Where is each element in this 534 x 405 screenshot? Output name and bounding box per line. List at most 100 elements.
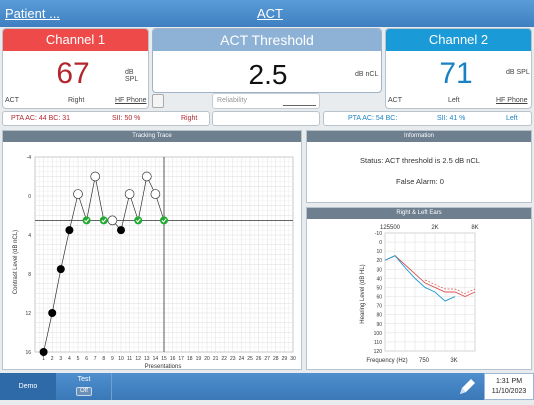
- channel2-unit: dB SPL: [506, 69, 530, 76]
- audiogram-y-tick: 30: [376, 267, 382, 273]
- patient-link[interactable]: Patient ...: [5, 6, 60, 21]
- test-label: Test: [77, 376, 91, 383]
- tracking-panel: Tracking Trace Contrast Level (dB nCL) P…: [2, 130, 302, 370]
- audiogram-y-tick: 110: [374, 340, 382, 346]
- information-status: Status: ACT threshold is 2.5 dB nCL: [360, 156, 480, 165]
- check-icon: [84, 218, 90, 223]
- tracking-x-tick: 3: [59, 356, 62, 362]
- channel2-transducer[interactable]: HF Phone: [496, 97, 528, 104]
- tracking-x-tick: 18: [187, 356, 193, 362]
- demo-button[interactable]: Demo: [0, 373, 56, 400]
- audiogram-x-top: 8K: [471, 225, 478, 231]
- channel2-value: 71: [439, 57, 473, 90]
- tracking-x-tick: 10: [118, 356, 124, 362]
- tracking-x-tick: 25: [247, 356, 253, 362]
- check-icon: [101, 218, 107, 223]
- trace-segment: [51, 269, 62, 314]
- channel1-transducer[interactable]: HF Phone: [115, 97, 147, 104]
- trace-point-open: [141, 171, 152, 182]
- audiogram-series-left: [384, 255, 456, 302]
- trace-point-filled: [39, 348, 48, 356]
- tracking-x-tick: 4: [68, 356, 71, 362]
- channel2-ear: Left: [448, 97, 460, 104]
- audiogram-y-tick: 40: [376, 276, 382, 282]
- tracking-x-tick: 19: [196, 356, 202, 362]
- audiogram-chart: Hearing Level (dB HL) Frequency (Hz) 750…: [360, 225, 479, 364]
- reliability-row: [212, 111, 320, 126]
- audiogram-y-tick: 20: [376, 258, 382, 264]
- tracking-x-tick: 2: [51, 356, 54, 362]
- bottom-bar: Demo Test Off 1:31 PM 11/10/2023: [0, 373, 534, 400]
- trace-point-open: [107, 215, 118, 226]
- trace-point-check: [160, 216, 168, 225]
- trace-segment: [137, 176, 148, 221]
- trace-segment: [69, 193, 79, 231]
- tracking-x-tick: 6: [85, 356, 88, 362]
- clock-date: 11/10/2023: [491, 388, 527, 395]
- tracking-x-tick: 12: [135, 356, 141, 362]
- trace-point-check: [99, 216, 108, 225]
- audiogram-x-bottom: 750: [419, 358, 430, 364]
- trace-segment: [86, 176, 96, 221]
- trace-point-check: [82, 216, 91, 225]
- tracking-xlabel: Presentations: [145, 364, 182, 370]
- tracking-x-tick: 16: [170, 356, 176, 362]
- top-bar: Patient ... ACT: [0, 0, 534, 27]
- tracking-y-tick: 16: [25, 350, 31, 356]
- ears-panel: Right & Left Ears Hearing Level (dB HL) …: [306, 207, 532, 370]
- trace-segment: [43, 312, 53, 353]
- audiogram-ylabel: Hearing Level (dB HL): [360, 264, 366, 323]
- trace-point-check: [134, 216, 143, 225]
- trace-segment: [120, 193, 130, 231]
- trace-point-filled: [56, 265, 65, 274]
- audiogram-y-tick: 100: [374, 331, 383, 337]
- threshold-card: ACT Threshold 2.5 dB nCL: [152, 28, 382, 93]
- ears-title: Right & Left Ears: [307, 208, 531, 219]
- check-icon: [161, 218, 167, 223]
- channel1-side: Right: [181, 115, 198, 122]
- audiogram-y-tick: 50: [376, 285, 382, 291]
- tracking-x-tick: 11: [127, 356, 132, 362]
- tracking-x-tick: 27: [264, 356, 270, 362]
- channel1-sii: SII: 50 %: [112, 115, 141, 122]
- tracking-x-tick: 24: [239, 356, 245, 362]
- tracking-x-tick: 20: [204, 356, 210, 362]
- channel1-pta: PTA AC: 44 BC: 31: [11, 115, 71, 122]
- tracking-x-tick: 14: [153, 356, 159, 362]
- pencil-icon[interactable]: [452, 373, 482, 400]
- tracking-title: Tracking Trace: [3, 131, 301, 142]
- channel2-sii: SII: 41 %: [437, 115, 466, 122]
- tracking-x-tick: 5: [77, 356, 80, 362]
- channel2-pta: PTA AC: 54 BC:: [348, 115, 398, 122]
- audiogram-y-tick: 0: [379, 240, 382, 246]
- tracking-y-tick: 4: [28, 233, 31, 239]
- audiogram-x-bottom: 3K: [450, 358, 457, 364]
- tracking-x-tick: 26: [256, 356, 262, 362]
- tracking-x-tick: 8: [102, 356, 105, 362]
- information-title: Information: [307, 131, 531, 142]
- channel2-card[interactable]: Channel 2 71 dB SPL ACT Left HF Phone: [385, 28, 532, 109]
- test-toggle[interactable]: Test Off: [56, 373, 112, 400]
- tracking-x-tick: 9: [111, 356, 114, 362]
- tracking-x-tick: 29: [282, 356, 288, 362]
- audiogram-y-tick: 60: [376, 295, 382, 301]
- audiogram-x-top: 2K: [431, 225, 438, 231]
- clock: 1:31 PM 11/10/2023: [484, 373, 534, 400]
- trace-segment: [60, 230, 70, 270]
- audiogram-y-tick: 70: [376, 304, 382, 310]
- audiogram-x-top: 500: [390, 225, 401, 231]
- page-title[interactable]: ACT: [257, 6, 283, 21]
- channel1-value: 67: [56, 57, 90, 90]
- channel1-ear: Right: [68, 97, 85, 104]
- channel1-card[interactable]: Channel 1 67 dB SPL ACT Right HF Phone: [2, 28, 149, 109]
- threshold-toggle[interactable]: [152, 94, 164, 108]
- trace-segment: [94, 176, 105, 221]
- test-value[interactable]: Off: [76, 387, 92, 396]
- tracking-x-tick: 21: [213, 356, 219, 362]
- tracking-x-tick: 22: [221, 356, 227, 362]
- reliability-bar: [283, 105, 316, 106]
- tracking-x-tick: 30: [290, 356, 296, 362]
- clock-time: 1:31 PM: [495, 378, 523, 385]
- audiogram-y-tick: 90: [376, 322, 382, 328]
